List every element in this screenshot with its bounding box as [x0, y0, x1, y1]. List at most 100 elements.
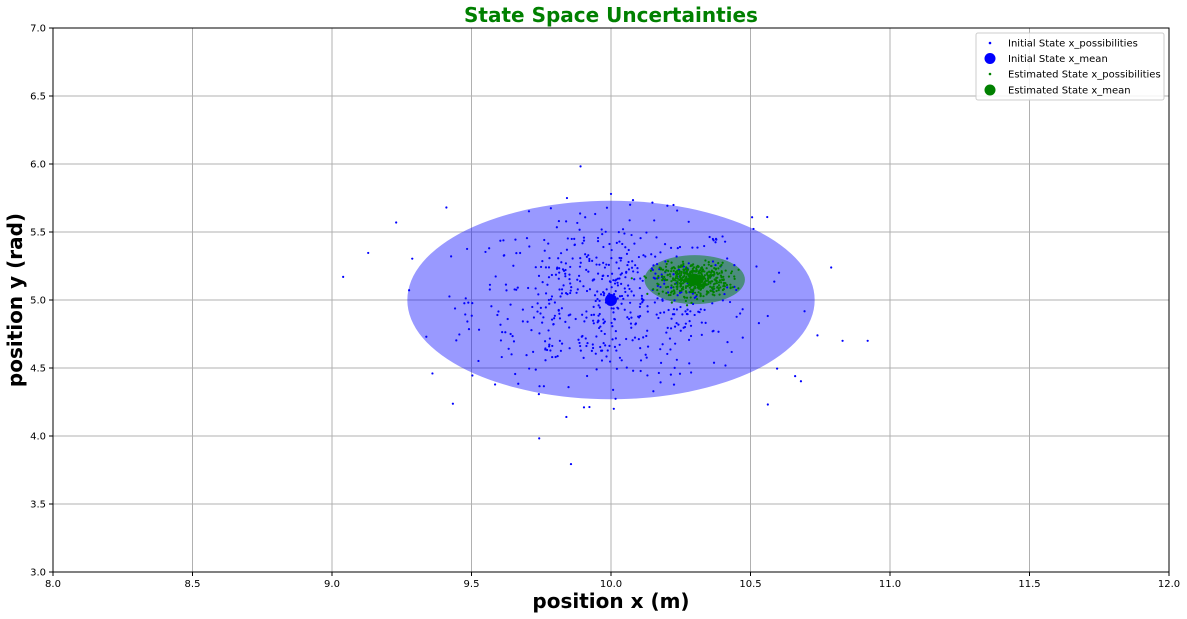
initial-state-point [610, 272, 614, 275]
initial-state-point [464, 313, 467, 316]
initial-state-point [689, 334, 693, 338]
initial-state-point [568, 347, 571, 350]
estimated-state-point [702, 299, 705, 303]
initial-state-point [678, 372, 682, 375]
estimated-state-point [702, 295, 705, 298]
initial-state-point [587, 254, 590, 257]
initial-state-point [830, 266, 833, 269]
estimated-state-point [719, 286, 722, 289]
estimated-state-point [673, 267, 676, 270]
initial-state-point [541, 321, 544, 324]
initial-state-point [504, 331, 507, 334]
initial-state-point [596, 240, 600, 243]
estimated-state-point [656, 277, 659, 280]
initial-state-point [674, 342, 677, 345]
estimated-state-point [680, 265, 684, 268]
estimated-state-point [686, 279, 689, 282]
initial-state-point [646, 310, 649, 313]
estimated-state-point [707, 278, 710, 281]
estimated-state-point [717, 267, 720, 270]
initial-state-point [620, 302, 623, 305]
initial-state-point [618, 356, 622, 359]
estimated-state-point [681, 278, 684, 282]
initial-state-point [687, 220, 690, 223]
initial-state-point [612, 311, 615, 314]
initial-state-point [675, 322, 678, 325]
initial-state-point [494, 275, 497, 278]
initial-state-point [659, 348, 662, 351]
y-tick-label: 5.5 [30, 228, 46, 239]
estimated-state-point [688, 286, 691, 289]
estimated-state-point [682, 295, 686, 298]
y-tick-label: 3.0 [30, 568, 46, 579]
initial-state-point [613, 282, 617, 285]
initial-state-point [669, 348, 672, 351]
initial-state-point [639, 369, 642, 373]
initial-state-point [506, 317, 509, 321]
estimated-state-point [697, 291, 700, 294]
initial-state-point [766, 215, 769, 219]
initial-state-point [630, 233, 633, 237]
initial-state-point [488, 247, 491, 250]
initial-state-point [488, 283, 492, 286]
initial-state-point [714, 241, 717, 244]
initial-state-point [661, 298, 664, 301]
initial-state-point [816, 334, 819, 337]
initial-state-point [646, 345, 650, 348]
estimated-state-point [672, 292, 675, 296]
initial-state-point [584, 337, 587, 340]
initial-state-point [585, 344, 588, 348]
estimated-state-point [700, 279, 703, 282]
estimated-state-point [649, 269, 652, 272]
estimated-state-point [675, 275, 679, 278]
initial-state-point [510, 353, 513, 356]
estimated-state-point [699, 288, 702, 291]
initial-state-point [471, 301, 474, 305]
legend-marker-estimated-mean [984, 84, 996, 96]
estimated-state-point [733, 277, 736, 280]
initial-state-point [561, 268, 565, 271]
initial-state-point [571, 257, 574, 260]
estimated-state-point [672, 269, 675, 272]
initial-state-mean-marker [605, 294, 617, 306]
legend-marker-estimated-possibilities [988, 72, 992, 76]
estimated-state-point [714, 268, 717, 271]
estimated-state-point [672, 278, 675, 281]
estimated-state-point [699, 292, 702, 295]
estimated-state-point [714, 279, 717, 282]
estimated-state-point [725, 283, 729, 287]
initial-state-point [555, 267, 559, 270]
initial-state-point [757, 321, 760, 325]
initial-state-point [579, 344, 582, 348]
initial-state-point [531, 305, 534, 309]
estimated-state-point [709, 271, 712, 274]
initial-state-point [653, 301, 656, 304]
estimated-state-point [718, 272, 721, 275]
initial-state-point [724, 364, 727, 367]
initial-state-point [638, 286, 641, 290]
initial-state-point [619, 259, 622, 262]
estimated-state-point [691, 290, 694, 294]
initial-state-point [581, 313, 584, 316]
initial-state-point [603, 266, 607, 269]
estimated-state-point [681, 260, 685, 263]
estimated-state-point [696, 297, 699, 301]
estimated-state-point [690, 301, 693, 304]
initial-state-point [629, 311, 632, 314]
initial-state-point [751, 216, 754, 219]
initial-state-point [651, 268, 654, 272]
initial-state-point [515, 288, 518, 291]
initial-state-point [677, 323, 680, 326]
initial-state-point [632, 270, 635, 273]
initial-state-point [610, 321, 613, 325]
estimated-state-point [661, 290, 664, 293]
estimated-state-point [686, 273, 689, 276]
initial-state-point [502, 239, 505, 242]
initial-state-point [628, 287, 631, 291]
initial-state-point [623, 308, 626, 311]
initial-state-point [550, 318, 554, 321]
initial-state-point [672, 383, 676, 386]
initial-state-point [499, 323, 502, 326]
initial-state-point [618, 240, 621, 243]
estimated-state-point [665, 262, 668, 266]
